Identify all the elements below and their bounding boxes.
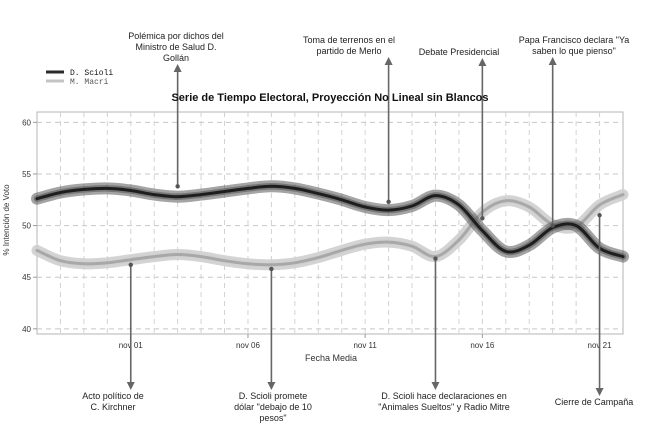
annotation-text-animales-sueltos: D. Scioli hace declaraciones en: [381, 391, 507, 401]
chart-title: Serie de Tiempo Electoral, Proyección No…: [171, 92, 488, 104]
plot-frame: [36, 111, 624, 335]
x-tick-label: nov 16: [470, 341, 495, 350]
annotation-point-debate: [480, 216, 485, 221]
legend-label-scioli: D. Scioli: [70, 69, 113, 78]
data-point-scioli: [504, 250, 507, 253]
data-point-macri: [176, 253, 179, 256]
annotation-text-polemica-gollan: Ministro de Salud D.: [135, 42, 216, 52]
data-point-scioli: [247, 187, 249, 190]
data-point-scioli: [106, 187, 109, 190]
annotation-text-scioli-dolar: D. Scioli promete: [239, 391, 308, 401]
data-point-macri: [223, 259, 226, 262]
data-point-scioli: [59, 191, 62, 194]
data-point-macri: [200, 255, 202, 258]
data-point-scioli: [153, 193, 156, 196]
x-axis-label: Fecha Media: [305, 353, 357, 363]
data-point-scioli: [293, 187, 296, 190]
x-tick-label: nov 11: [353, 341, 377, 350]
data-point-macri: [153, 255, 156, 258]
data-point-macri: [411, 245, 413, 248]
annotation-text-cierre-campana: Cierre de Campaña: [555, 397, 634, 407]
data-point-macri: [622, 193, 624, 196]
data-point-scioli: [528, 244, 531, 247]
data-point-scioli: [340, 198, 343, 201]
data-point-macri: [528, 206, 531, 208]
annotation-point-animales-sueltos: [433, 256, 438, 261]
series-line-macri: [35, 193, 625, 267]
data-point-macri: [106, 261, 109, 264]
data-point-scioli: [622, 255, 624, 258]
data-point-scioli: [82, 188, 85, 191]
series-line-scioli: [35, 184, 625, 259]
data-point-macri: [458, 239, 460, 241]
data-point-macri: [293, 261, 296, 264]
data-point-scioli: [458, 204, 460, 206]
data-point-macri: [387, 241, 390, 244]
series-lines: [31, 180, 629, 271]
data-point-macri: [317, 256, 320, 259]
data-point-macri: [59, 259, 62, 262]
data-point-scioli: [364, 206, 367, 208]
data-point-macri: [504, 199, 507, 202]
data-point-scioli: [411, 205, 413, 207]
data-point-scioli: [434, 194, 437, 197]
annotation-text-acto-politico: C. Kirchner: [90, 402, 135, 412]
legend: D. Scioli M. Macri: [46, 69, 113, 87]
annotation-point-cierre-campana: [597, 213, 602, 218]
annotation-text-polemica-gollan: Polémica por dichos del: [128, 31, 224, 41]
y-tick-label: 50: [22, 222, 31, 231]
annotation-point-scioli-dolar: [269, 266, 274, 272]
data-point-macri: [36, 249, 38, 252]
data-point-scioli: [176, 195, 179, 198]
data-point-macri: [270, 263, 273, 266]
y-tick-label: 40: [22, 325, 31, 334]
data-point-macri: [340, 249, 343, 252]
annotations: Acto político deC. Kirchner Polémica por …: [82, 31, 633, 423]
grid-lines: [37, 112, 623, 334]
annotation-text-terrenos-merlo: Toma de terrenos en el: [303, 35, 395, 45]
y-tick-label: 55: [22, 170, 31, 179]
data-point-scioli: [387, 209, 390, 211]
data-point-scioli: [223, 190, 226, 193]
annotation-text-papa-francisco: saben lo que pienso": [532, 46, 616, 56]
data-point-scioli: [200, 193, 202, 196]
y-axis: 40 45 50 55 60: [22, 118, 37, 334]
data-point-macri: [598, 204, 601, 206]
data-point-macri: [82, 262, 85, 265]
annotation-text-debate: Debate Presidencial: [419, 47, 500, 57]
annotation-text-polemica-gollan: Gollán: [163, 53, 189, 63]
annotation-text-papa-francisco: Papa Francisco declara "Ya: [519, 35, 630, 45]
annotation-point-acto-politico: [128, 262, 133, 268]
data-point-macri: [129, 258, 132, 261]
annotation-text-terrenos-merlo: partido de Merlo: [316, 46, 381, 56]
annotation-point-terrenos-merlo: [386, 199, 391, 205]
annotation-text-scioli-dolar: dólar "debajo de 10: [234, 402, 312, 412]
data-point-macri: [247, 262, 249, 265]
y-axis-label: % Intención de Voto: [2, 184, 11, 256]
x-axis: nov 01 nov 06 nov 11 nov 16 nov 21: [119, 334, 612, 350]
data-point-scioli: [36, 197, 38, 200]
annotation-point-papa-francisco: [550, 223, 555, 228]
data-point-scioli: [575, 224, 578, 227]
data-point-macri: [364, 243, 367, 246]
y-tick-label: 45: [22, 273, 31, 282]
annotation-point-polemica-gollan: [175, 184, 180, 189]
data-point-scioli: [481, 229, 484, 232]
data-point-scioli: [317, 192, 320, 195]
y-tick-label: 60: [22, 118, 31, 127]
annotation-text-acto-politico: Acto político de: [82, 391, 144, 401]
x-tick-label: nov 06: [236, 341, 261, 350]
data-point-scioli: [129, 189, 132, 192]
legend-label-macri: M. Macri: [70, 78, 109, 87]
data-point-scioli: [270, 185, 273, 188]
annotation-text-scioli-dolar: pesos": [259, 413, 286, 423]
annotation-text-animales-sueltos: "Animales Sueltos" y Radio Mitre: [378, 402, 509, 412]
